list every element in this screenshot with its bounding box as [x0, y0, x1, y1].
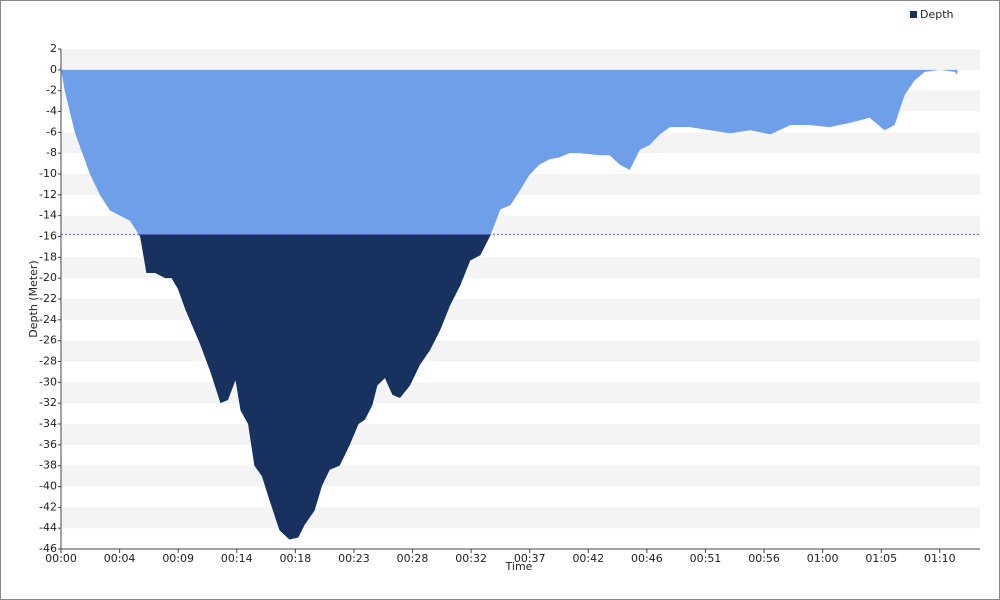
y-tick-label: -20 [39, 271, 57, 284]
y-tick-label: -6 [46, 125, 57, 138]
y-tick-label: -12 [39, 188, 57, 201]
y-tick-label: -2 [46, 84, 57, 97]
grid-band [61, 507, 980, 529]
y-tick-label: -46 [39, 542, 57, 555]
x-tick-label: 00:23 [338, 552, 370, 565]
y-tick-label: -28 [39, 355, 57, 368]
x-tick-label: 00:32 [455, 552, 487, 565]
x-tick-label: 00:18 [280, 552, 312, 565]
y-tick-label: -42 [39, 500, 57, 513]
y-tick-label: -32 [39, 396, 57, 409]
grid-band [61, 49, 980, 70]
y-tick-label: -18 [39, 250, 57, 263]
y-tick-label: -44 [39, 521, 57, 534]
y-tick-label: -4 [46, 105, 57, 118]
x-tick-label: 00:46 [631, 552, 663, 565]
y-tick-label: -24 [39, 313, 57, 326]
x-tick-label: 00:04 [104, 552, 136, 565]
y-tick-label: -40 [39, 480, 57, 493]
y-axis-title: Depth (Meter) [27, 260, 40, 337]
x-tick-label: 00:14 [221, 552, 253, 565]
y-tick-label: 2 [50, 42, 57, 55]
y-tick-label: -38 [39, 459, 57, 472]
grid-band [61, 382, 980, 404]
x-tick-label: 01:05 [865, 552, 897, 565]
x-tick-label: 00:42 [572, 552, 604, 565]
area-upper [61, 69, 958, 235]
y-tick-label: -30 [39, 375, 57, 388]
y-tick-label: -26 [39, 334, 57, 347]
y-tick-label: -16 [39, 230, 57, 243]
x-tick-label: 01:10 [924, 552, 956, 565]
x-axis-title: Time [505, 560, 533, 573]
x-tick-label: 00:37 [514, 552, 546, 565]
y-tick-label: -36 [39, 438, 57, 451]
y-tick-label: 0 [50, 63, 57, 76]
grid-band [61, 340, 980, 362]
area-lower [138, 234, 491, 540]
y-tick-label: -22 [39, 292, 57, 305]
x-tick-label: 00:00 [45, 552, 77, 565]
y-tick-label: -14 [39, 209, 57, 222]
y-tick-label: -8 [46, 146, 57, 159]
grid-band [61, 465, 980, 487]
x-tick-label: 01:00 [807, 552, 839, 565]
grid-band [61, 424, 980, 445]
x-tick-label: 00:56 [748, 552, 780, 565]
y-tick-label: -10 [39, 167, 57, 180]
x-tick-label: 00:09 [162, 552, 194, 565]
legend-swatch [910, 11, 917, 18]
y-tick-label: -34 [39, 417, 57, 430]
x-tick-label: 00:28 [397, 552, 429, 565]
x-tick-label: 00:51 [690, 552, 722, 565]
legend-label: Depth [920, 8, 954, 21]
